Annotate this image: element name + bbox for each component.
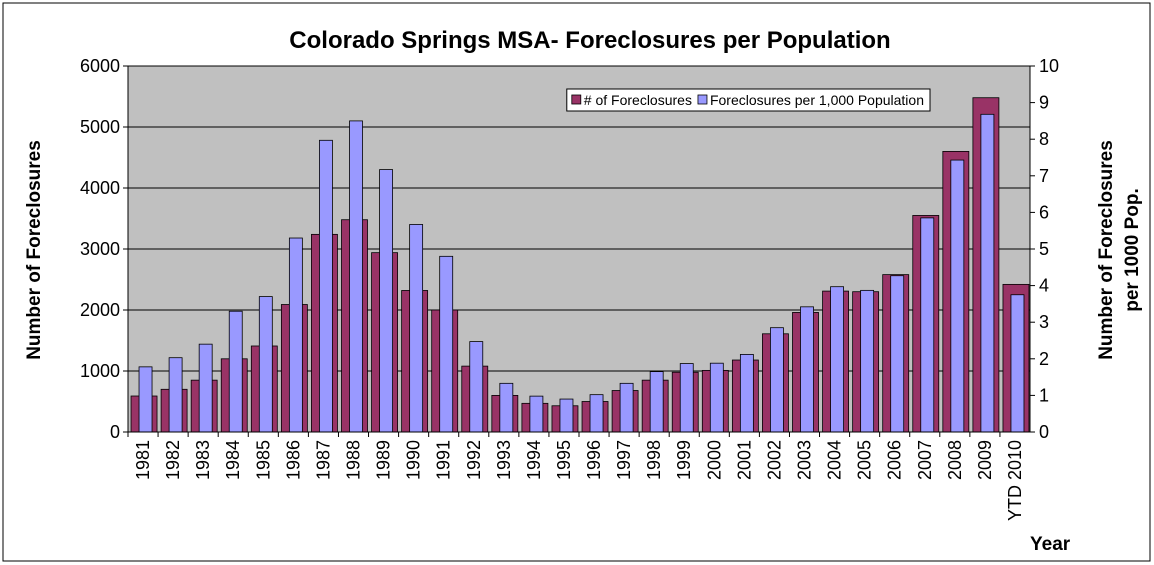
x-tick-label: 2006	[885, 440, 905, 480]
y-tick-label: 1000	[80, 361, 120, 381]
x-tick-label: YTD 2010	[1005, 440, 1025, 521]
y2-tick-label: 5	[1039, 239, 1049, 259]
bar	[619, 382, 634, 433]
bar	[709, 362, 724, 433]
y2-tick-label: 4	[1039, 276, 1049, 296]
x-tick-label: 2004	[825, 440, 845, 480]
x-tick-label: 1983	[193, 440, 213, 480]
legend-box	[566, 88, 931, 112]
bar	[679, 363, 694, 433]
x-tick-label: 1987	[313, 440, 333, 480]
x-tick-label: 1998	[644, 440, 664, 480]
x-tick-label: 1993	[494, 440, 514, 480]
y2-tick-label: 9	[1039, 93, 1049, 113]
x-tick-label: 1990	[404, 440, 424, 480]
bar	[860, 289, 875, 433]
x-tick-label: 1985	[253, 440, 273, 480]
y2-tick-label: 1	[1039, 385, 1049, 405]
bar	[589, 394, 604, 433]
bar	[950, 159, 965, 433]
x-axis-label: Year	[1030, 534, 1071, 555]
y-tick-label: 0	[110, 422, 120, 442]
x-tick-label: 1997	[614, 440, 634, 480]
y-tick-label: 2000	[80, 300, 120, 320]
x-tick-label: 1982	[163, 440, 183, 480]
y-axis-label: Number of Foreclosures	[24, 140, 45, 360]
bar	[379, 169, 393, 433]
y2-tick-label: 3	[1039, 312, 1049, 332]
bar	[198, 343, 213, 433]
legend-swatch	[697, 94, 708, 105]
y2-axis-label: per 1000 Pop.	[1122, 188, 1143, 312]
x-tick-label: 1989	[374, 440, 394, 480]
bar	[499, 382, 514, 433]
x-tick-label: 2005	[855, 440, 875, 480]
x-tick-label: 2000	[704, 440, 724, 480]
bar	[770, 327, 784, 433]
bar	[228, 310, 243, 433]
bar	[649, 371, 664, 433]
bar	[168, 357, 183, 433]
bar	[890, 275, 905, 433]
y2-axis-label: Number of Foreclosures	[1096, 140, 1117, 360]
bar	[739, 354, 754, 433]
bar	[409, 224, 424, 433]
x-tick-label: 2007	[915, 440, 935, 480]
bar	[469, 341, 484, 433]
bar	[529, 395, 544, 433]
y2-tick-label: 8	[1039, 129, 1049, 149]
bar	[800, 306, 814, 433]
x-tick-label: 1995	[554, 440, 574, 480]
y2-tick-label: 6	[1039, 202, 1049, 222]
bar	[349, 120, 363, 433]
bar	[138, 366, 153, 433]
y-tick-label: 3000	[80, 239, 120, 259]
x-tick-label: 1991	[434, 440, 454, 480]
x-tick-label: 2002	[764, 440, 784, 480]
y2-tick-label: 7	[1039, 166, 1049, 186]
legend-swatch	[571, 94, 582, 105]
bar	[559, 398, 574, 433]
bar	[830, 286, 844, 433]
bar	[258, 296, 273, 433]
chart-title: Colorado Springs MSA- Foreclosures per P…	[289, 27, 890, 54]
x-tick-label: 1999	[674, 440, 694, 480]
x-tick-label: 2008	[945, 440, 965, 480]
bar	[288, 237, 303, 433]
legend-label: # of Foreclosures	[584, 92, 692, 108]
x-tick-label: 1992	[464, 440, 484, 480]
x-tick-label: 1988	[344, 440, 364, 480]
y-tick-label: 4000	[80, 178, 120, 198]
bar	[439, 255, 454, 433]
bar	[1010, 294, 1025, 433]
x-tick-label: 2009	[975, 440, 995, 480]
y2-tick-label: 0	[1039, 422, 1049, 442]
y-tick-label: 5000	[80, 117, 120, 137]
y2-tick-label: 10	[1039, 56, 1059, 76]
x-tick-label: 1984	[223, 440, 243, 480]
x-tick-label: 1981	[133, 440, 153, 480]
x-tick-label: 1994	[524, 440, 544, 480]
x-tick-label: 2003	[795, 440, 815, 480]
bar	[319, 139, 333, 433]
legend-label: Foreclosures per 1,000 Population	[710, 92, 924, 108]
y-tick-label: 6000	[80, 56, 120, 76]
x-tick-label: 1986	[283, 440, 303, 480]
x-tick-label: 1996	[584, 440, 604, 480]
bar	[980, 113, 995, 433]
y2-tick-label: 2	[1039, 349, 1049, 369]
x-tick-label: 2001	[734, 440, 754, 480]
bar	[920, 217, 935, 433]
